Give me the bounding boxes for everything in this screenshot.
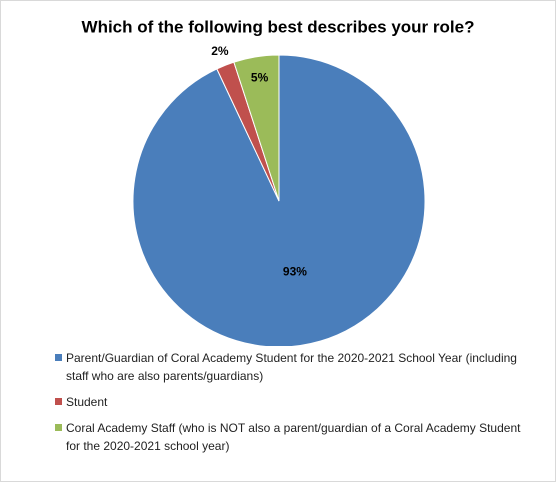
pie-slice	[233, 54, 280, 202]
legend-label: Parent/Guardian of Coral Academy Student…	[66, 351, 517, 383]
chart: Which of the following best describes yo…	[82, 17, 475, 346]
legend-label: Coral Academy Staff (who is NOT also a p…	[66, 421, 521, 453]
legend-swatch	[55, 424, 62, 431]
legend-item: Parent/Guardian of Coral Academy Student…	[53, 349, 533, 385]
data-label: 93%	[283, 264, 307, 278]
legend: Parent/Guardian of Coral Academy Student…	[53, 349, 533, 463]
legend-label: Student	[66, 395, 108, 409]
legend-item: Student	[53, 393, 533, 411]
data-label: 2%	[211, 44, 229, 58]
legend-swatch	[55, 354, 62, 361]
data-label: 5%	[251, 71, 269, 85]
legend-item: Coral Academy Staff (who is NOT also a p…	[53, 419, 533, 455]
chart-title: Which of the following best describes yo…	[82, 17, 475, 36]
legend-swatch	[55, 398, 62, 405]
